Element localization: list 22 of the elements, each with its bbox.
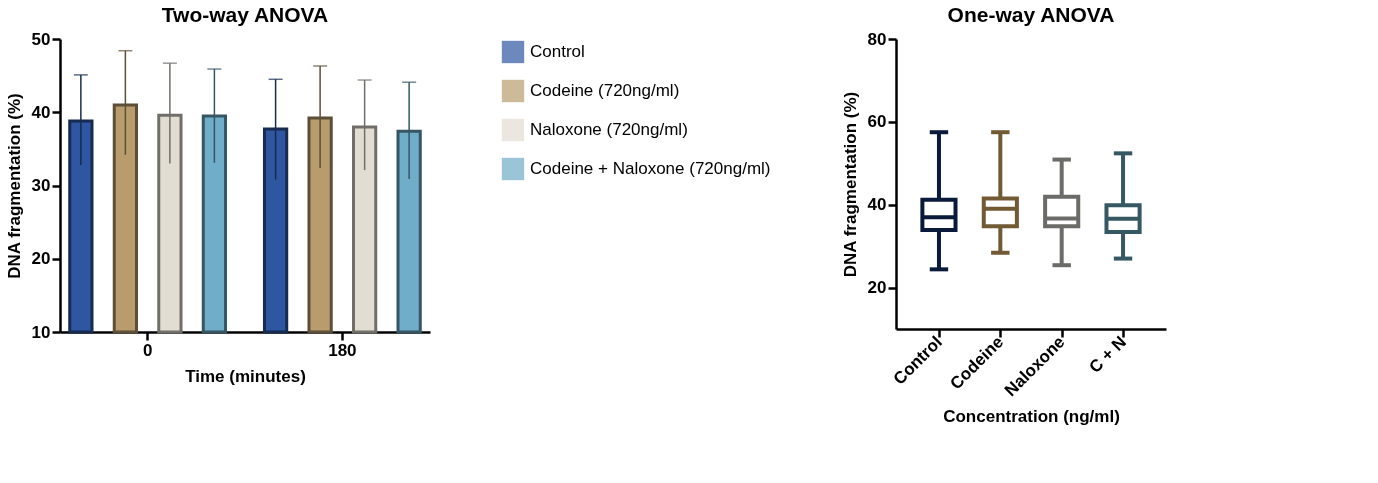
y-axis-title: DNA fragmentation (%) (840, 91, 860, 278)
legend-label: Codeine + Naloxone (720ng/ml) (530, 159, 771, 178)
chart-title: Two-way ANOVA (161, 3, 329, 26)
y-tick-label: 60 (867, 112, 887, 132)
y-tick-label: 30 (31, 176, 51, 195)
y-tick-label: 40 (31, 102, 51, 122)
y-tick-label: 40 (867, 195, 887, 215)
x-axis-title: Time (minutes) (185, 366, 306, 386)
y-tick-label: 20 (31, 249, 51, 269)
legend-label: Naloxone (720ng/ml) (530, 120, 688, 139)
legend-label: Codeine (720ng/ml) (530, 81, 680, 100)
x-tick-label: 180 (328, 340, 357, 360)
x-tick-label: 0 (142, 340, 153, 360)
x-tick-label: C + N (1085, 332, 1130, 377)
legend-label: Control (530, 42, 585, 61)
y-tick-label: 80 (867, 29, 887, 49)
y-tick-label: 20 (867, 278, 887, 298)
x-axis-title: Concentration (ng/ml) (943, 407, 1120, 427)
y-tick-label: 50 (31, 29, 51, 49)
y-tick-label: 10 (31, 322, 51, 342)
y-axis-title: DNA fragmentation (%) (4, 93, 24, 279)
chart-title: One-way ANOVA (947, 3, 1115, 26)
